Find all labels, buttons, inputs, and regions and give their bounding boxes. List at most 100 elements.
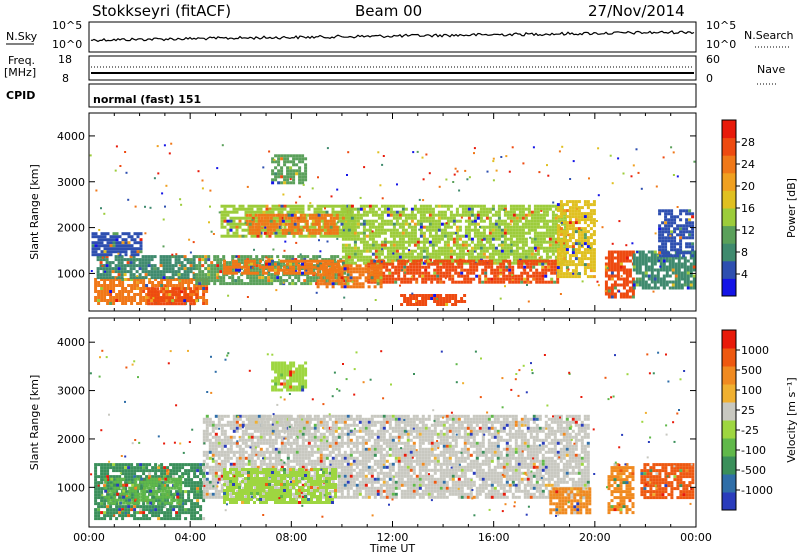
range-time-cell [308,228,312,232]
range-time-cell [248,263,251,266]
range-time-cell [204,276,208,280]
range-time-cell [500,252,504,256]
range-time-cell [286,154,290,158]
range-time-cell [103,466,107,470]
range-time-cell [625,289,629,293]
range-time-cell [632,268,636,272]
range-time-cell [160,287,164,290]
range-time-cell [610,286,614,290]
range-time-cell [100,475,104,479]
range-time-cell [345,220,348,223]
range-time-cell [223,265,226,269]
range-time-cell [449,210,453,214]
range-time-cell [347,222,351,226]
range-time-cell [202,287,206,290]
range-time-cell [541,262,545,266]
range-time-cell [422,237,426,241]
range-time-cell [425,240,429,244]
range-time-cell [259,204,263,208]
range-time-cell [374,240,378,244]
range-time-cell [641,280,645,284]
range-time-cell [139,287,143,290]
range-time-cell [352,285,356,289]
range-time-cell [109,302,113,305]
range-time-cell [542,249,546,253]
y-tick-label: 3000 [57,176,85,189]
y-tick-label: 2000 [57,222,85,235]
range-time-cell [313,225,317,229]
range-time-cell [682,236,686,240]
range-time-cell [539,237,543,241]
range-time-cell [331,262,334,266]
range-time-cell [476,216,480,220]
range-time-cell [147,299,151,303]
range-time-cell [440,246,444,250]
range-time-cell [97,502,101,506]
range-time-cell [482,207,486,211]
range-time-cell [171,290,175,294]
range-time-cell [186,267,190,271]
range-time-cell [512,261,516,265]
range-time-cell [331,213,335,217]
range-time-cell [689,268,693,272]
range-time-cell [222,276,226,280]
range-time-cell [485,240,489,244]
range-time-cell [679,212,683,216]
range-time-cell [395,246,399,250]
range-time-cell [207,273,211,277]
range-time-cell [439,265,443,269]
range-time-cell [100,499,104,503]
range-time-cell [178,278,182,281]
range-time-cell [350,261,354,265]
range-time-cell [475,268,479,272]
range-time-cell [377,225,381,229]
range-time-cell [571,263,575,267]
range-time-cell [302,225,306,229]
range-time-cell [503,225,507,229]
range-time-cell [293,235,296,238]
range-time-cell [685,218,689,222]
range-time-cell [421,271,425,275]
range-time-cell [259,210,263,214]
range-time-cell [91,253,95,257]
range-time-cell [410,216,414,220]
range-time-cell [428,240,432,244]
range-time-cell [183,293,187,297]
range-time-cell [382,280,386,284]
range-time-cell [607,250,611,254]
range-time-cell [234,282,238,286]
range-time-cell [97,490,101,494]
range-time-cell [274,207,278,211]
range-time-cell [492,157,495,160]
range-time-cell [412,268,416,272]
range-time-cell [691,254,695,258]
range-time-cell [367,259,371,263]
range-time-cell [105,276,109,280]
range-time-cell [664,248,668,252]
range-time-cell [659,283,663,287]
range-time-cell [162,270,166,274]
range-time-cell [118,511,122,515]
range-time-cell [418,300,422,303]
range-time-cell [657,254,659,257]
range-time-cell [377,246,381,250]
range-time-cell [177,296,181,300]
range-time-cell [446,240,450,244]
range-time-cell [415,294,419,297]
range-time-cell [240,261,244,265]
range-time-cell [554,207,558,211]
range-time-cell [472,262,476,266]
range-time-cell [316,264,320,268]
range-time-cell [142,287,146,290]
range-time-cell [232,231,236,235]
range-time-cell [518,237,522,241]
range-time-cell [293,222,297,226]
range-time-cell [277,210,281,214]
range-time-cell [115,463,119,467]
range-time-cell [261,279,265,283]
range-time-cell [362,222,366,226]
range-time-cell [667,251,671,255]
range-time-cell [685,236,689,240]
range-time-cell [478,259,482,263]
